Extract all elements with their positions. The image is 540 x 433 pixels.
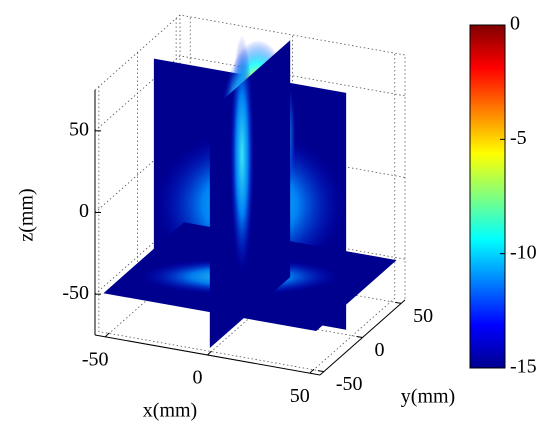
y-tick (395, 301, 402, 304)
x-tick (309, 368, 315, 374)
colorbar-tick-label: -10 (510, 241, 537, 263)
y-tick (317, 370, 324, 373)
colorbar-tick-label: 0 (510, 13, 520, 35)
x-tick-label: -50 (82, 348, 109, 370)
y-tick-label: 50 (413, 305, 433, 327)
z-tick-label: 0 (79, 200, 89, 222)
grid-line (98, 86, 324, 372)
grid-line (309, 53, 396, 374)
x-tick (207, 350, 212, 356)
x-tick-label: 0 (193, 367, 203, 389)
x-tick-label: 50 (290, 385, 310, 407)
colorbar (469, 24, 506, 369)
z-axis-label: z(mm) (16, 188, 38, 241)
colorbar-tick-label: -15 (510, 356, 537, 378)
heat-blob (230, 35, 254, 275)
y-tick (356, 336, 363, 338)
y-tick-label: -50 (336, 373, 363, 395)
box-edge (94, 14, 406, 300)
x-tick (104, 332, 110, 338)
y-tick-label: 0 (375, 339, 385, 361)
z-tick-label: 50 (69, 118, 89, 140)
x-axis-label: x(mm) (143, 400, 197, 422)
colorbar-tick-label: -5 (510, 127, 527, 149)
z-tick-label: -50 (62, 282, 89, 304)
y-axis-label: y(mm) (401, 386, 455, 408)
